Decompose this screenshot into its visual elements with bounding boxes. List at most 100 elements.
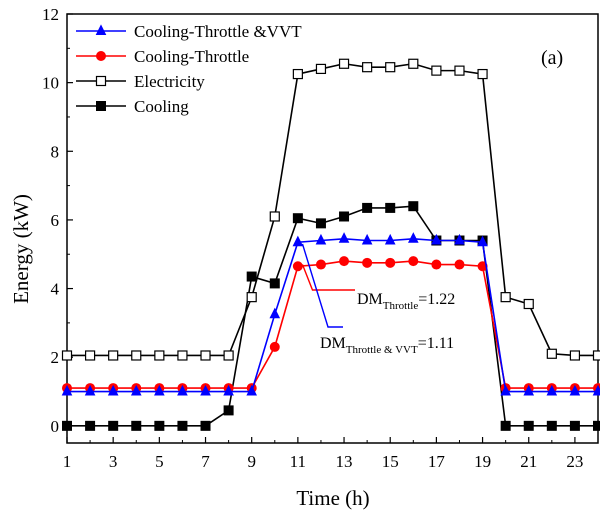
data-point-cooling-throttle-vvt [246,384,258,396]
series-line-cooling-throttle [67,260,598,389]
legend-marker-cooling-throttle-vvt [95,24,107,35]
x-tick-label: 7 [201,452,210,471]
data-point-cooling [177,420,188,431]
annotation-pointer-dm-throttle [301,264,355,291]
data-point-cooling-throttle-vvt [269,307,281,319]
x-tick-label: 11 [290,452,306,471]
data-point-cooling-throttle-vvt [292,235,304,247]
x-tick-label: 3 [109,452,118,471]
annotation-dm-throttle-vvt-sub: Throttle & VVT [346,344,418,356]
series-cooling-throttle [62,256,600,394]
x-tick-label: 17 [428,452,446,471]
data-point-cooling-throttle-vvt [315,233,327,245]
legend-item-cooling: Cooling [76,97,189,116]
data-point-cooling [523,420,534,431]
annotation-dm-throttle-vvt-value: =1.11 [418,335,454,352]
data-point-cooling-throttle [269,341,280,352]
y-tick-label: 12 [42,5,59,24]
legend-marker-cooling [96,101,106,111]
data-point-cooling-throttle [408,256,419,267]
x-tick-label: 23 [566,452,583,471]
plot-frame [66,13,599,444]
data-point-cooling-throttle-vvt [592,384,600,396]
data-point-cooling-throttle-vvt [546,384,558,396]
data-point-cooling [362,202,373,213]
y-tick-label: 10 [42,74,59,93]
x-tick-label: 19 [474,452,491,471]
data-point-cooling-throttle-vvt [154,384,165,396]
data-point-cooling-throttle [454,259,465,270]
data-point-cooling-throttle [385,257,396,268]
data-point-cooling-throttle-vvt [384,233,396,245]
y-tick-label: 0 [51,417,60,436]
legend-item-cooling-throttle: Cooling-Throttle [76,47,249,66]
data-point-cooling [315,218,326,229]
data-point-electricity [477,68,488,80]
data-point-electricity [408,58,419,69]
x-tick-label: 13 [336,452,353,471]
data-point-electricity [200,350,211,361]
legend-item-cooling-throttle-vvt: Cooling-Throttle &VVT [76,22,302,41]
data-point-electricity [431,65,442,76]
annotation-dm-throttle-sub: Throttle [383,300,419,312]
data-point-electricity [177,350,188,361]
data-point-cooling-throttle-vvt [223,384,234,396]
data-point-cooling [85,420,96,431]
series-line-cooling-throttle-vvt [67,237,598,393]
data-point-cooling-throttle-vvt [107,384,119,396]
data-point-electricity [269,211,280,222]
series-cooling-throttle-vvt [61,232,600,396]
annotation-dm-throttle-vvt-base: DM [320,335,346,352]
data-point-electricity [246,292,257,303]
data-point-cooling-throttle-vvt [523,384,535,396]
x-axis-label: Time (h) [296,486,369,510]
annotation-dm-throttle: DMThrottle=1.22 [357,291,455,312]
legend-item-electricity: Electricity [76,72,205,91]
data-point-cooling-throttle-vvt [361,233,373,245]
data-point-electricity [84,350,96,361]
data-point-cooling-throttle-vvt [61,384,73,396]
legend-label-cooling-throttle-vvt: Cooling-Throttle &VVT [134,22,302,41]
data-point-cooling-throttle [339,256,350,267]
annotation-dm-throttle-base: DM [357,291,383,308]
data-point-electricity [500,292,511,303]
series-cooling [62,201,600,431]
data-point-cooling [131,420,142,431]
data-point-cooling-throttle-vvt [338,232,350,243]
y-axis-label: Energy (kW) [9,194,33,304]
data-point-electricity [362,62,373,73]
data-point-cooling-throttle-vvt [454,233,465,245]
data-point-cooling [154,420,165,431]
data-point-cooling [269,278,280,289]
legend-label-cooling: Cooling [134,97,189,116]
data-point-electricity [292,68,303,80]
legend-marker-electricity [95,75,107,87]
data-point-electricity [61,350,73,361]
data-point-electricity [569,350,581,361]
data-point-electricity [523,298,534,310]
annotation-layer: DMThrottle=1.22 DMThrottle & VVT=1.11 [301,243,455,356]
data-point-cooling [339,211,350,222]
legend: Cooling-Throttle &VVT Cooling-Throttle Ele… [76,22,302,116]
x-tick-label: 9 [247,452,256,471]
data-point-cooling-throttle-vvt [407,232,419,243]
legend-label-electricity: Electricity [134,72,205,91]
data-point-cooling [569,420,580,431]
data-point-electricity [592,350,600,361]
data-point-cooling [385,202,396,213]
data-point-electricity [315,63,327,75]
data-point-electricity [154,350,165,361]
y-tick-label: 4 [51,280,60,299]
data-point-cooling [108,420,119,431]
annotation-pointer-dm-throttle-vvt [301,243,343,328]
data-point-cooling [62,420,72,431]
data-point-electricity [223,350,234,361]
data-point-cooling [246,271,257,282]
data-point-cooling-throttle-vvt [130,384,142,396]
data-point-cooling [223,405,234,416]
panel-label: (a) [541,47,563,69]
data-point-electricity [454,65,465,76]
data-point-cooling [200,420,211,431]
